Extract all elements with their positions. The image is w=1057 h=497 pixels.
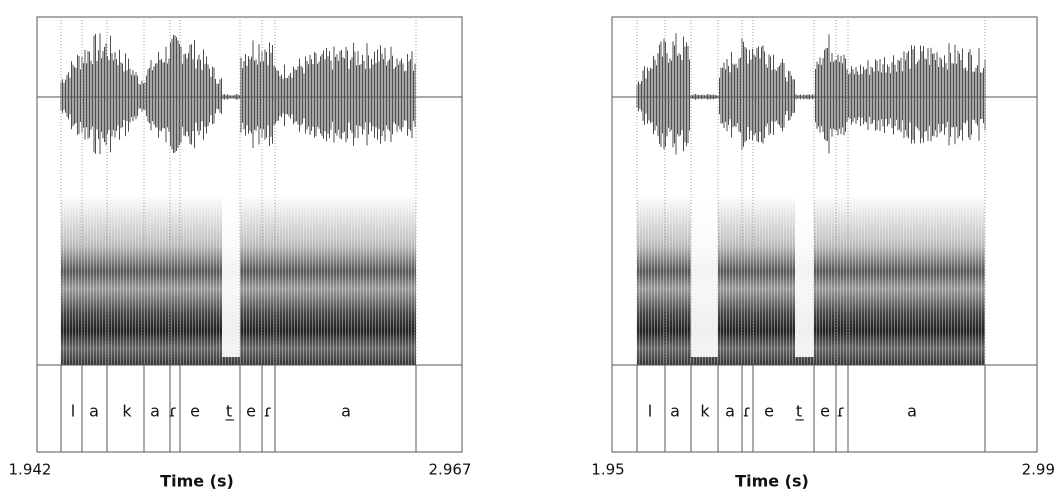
segment-label: a [150, 402, 160, 421]
x-end: 2.99 [1022, 461, 1055, 479]
segment-label: ɾ [743, 402, 751, 421]
segment-label: e [246, 402, 256, 421]
segment-label: a [670, 402, 680, 421]
panel-frame [36, 16, 463, 453]
segment-label: a [89, 402, 99, 421]
waveform [636, 33, 986, 155]
x-axis-label: Time (s) [160, 472, 234, 491]
spectrogram-gap [222, 195, 240, 357]
segment-label: e [190, 402, 200, 421]
x-axis-label: Time (s) [735, 472, 809, 491]
segment-label: ɾ [837, 402, 845, 421]
spectrogram-gap [691, 195, 718, 357]
segment-label: t̲ [225, 402, 235, 422]
x-end: 2.967 [429, 461, 472, 479]
segment-label: k [700, 402, 710, 421]
x-start: 1.942 [9, 461, 52, 479]
panel-frame [611, 16, 1038, 453]
x-start: 1.95 [591, 461, 624, 479]
segment-label: l [71, 402, 75, 421]
segment-label: a [907, 402, 917, 421]
segment-label: a [725, 402, 735, 421]
segment-label: e [764, 402, 774, 421]
segment-label: l [648, 402, 652, 421]
segment-label: k [122, 402, 132, 421]
segment-label: t̲ [795, 402, 805, 422]
segment-label: a [341, 402, 351, 421]
segment-label: e [820, 402, 830, 421]
segment-label: ɾ [169, 402, 177, 421]
segment-label: ɾ [264, 402, 272, 421]
waveform [60, 33, 416, 155]
spectrogram-gap [795, 195, 814, 357]
